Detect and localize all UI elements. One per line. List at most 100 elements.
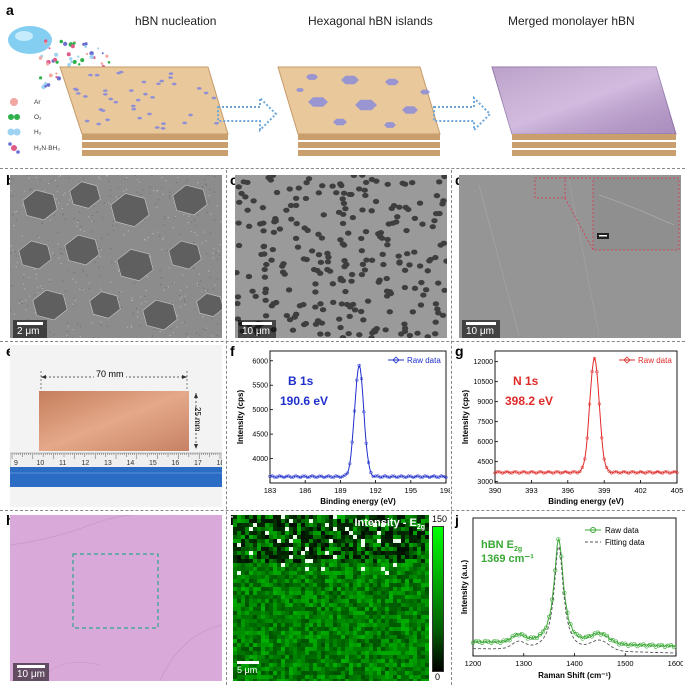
scale-label-h: 10 μm bbox=[17, 669, 45, 680]
y-tick-label: 4000 bbox=[252, 456, 268, 463]
data-point bbox=[284, 474, 289, 478]
data-point bbox=[571, 470, 575, 474]
data-point bbox=[595, 370, 599, 374]
data-point bbox=[601, 632, 607, 637]
scale-bar-d: 10 μm bbox=[462, 320, 500, 338]
data-point bbox=[366, 460, 371, 465]
sem-image-c: 10 μm bbox=[235, 175, 447, 338]
data-point bbox=[623, 641, 628, 646]
data-point bbox=[537, 470, 541, 474]
data-point bbox=[577, 633, 582, 639]
x-tick-label: 195 bbox=[405, 486, 418, 495]
data-point bbox=[575, 471, 580, 475]
data-point bbox=[671, 644, 677, 650]
data-point bbox=[566, 470, 570, 475]
separator bbox=[0, 168, 685, 169]
data-point bbox=[507, 638, 512, 643]
data-point bbox=[439, 474, 443, 478]
data-point bbox=[537, 632, 543, 637]
peak-annotation: 190.6 eV bbox=[280, 394, 328, 408]
data-point bbox=[390, 474, 394, 478]
data-point bbox=[312, 475, 317, 479]
optical-image-h: 10 μm bbox=[10, 515, 222, 681]
data-point bbox=[580, 465, 585, 469]
ruler-number: 9 bbox=[14, 460, 18, 467]
raman-map-region bbox=[72, 553, 159, 629]
peak-title: hBN E2g bbox=[481, 539, 522, 553]
data-point bbox=[647, 643, 652, 648]
data-point bbox=[378, 475, 382, 479]
y-tick-label: 6000 bbox=[477, 439, 493, 446]
data-point bbox=[565, 610, 570, 615]
y-tick-label: 4500 bbox=[477, 459, 493, 466]
data-point bbox=[512, 470, 517, 474]
data-point bbox=[480, 640, 485, 645]
peak-annotation: 1369 cm⁻¹ bbox=[481, 553, 534, 565]
data-point bbox=[501, 638, 506, 643]
data-point bbox=[587, 402, 592, 406]
data-point bbox=[556, 537, 561, 542]
panel-label-i: i bbox=[230, 512, 234, 528]
data-point bbox=[659, 642, 664, 648]
height-label: 25 mm bbox=[193, 407, 202, 432]
data-point bbox=[559, 554, 564, 559]
scale-label-i: 5 μm bbox=[237, 665, 258, 675]
data-point bbox=[513, 632, 518, 637]
legend-ar: Ar bbox=[34, 99, 41, 106]
legend-marker bbox=[623, 356, 631, 364]
scale-label-b: 2 μm bbox=[17, 326, 40, 337]
panel-label-e: e bbox=[6, 343, 14, 359]
legend-o2: O₂ bbox=[34, 114, 42, 121]
data-point bbox=[592, 356, 597, 361]
data-point bbox=[504, 638, 509, 643]
data-point bbox=[554, 470, 558, 474]
xps-n1s-chart: 390 393 396 399 402 405 3000 4500 6000 7500 9000 10… bbox=[461, 350, 683, 506]
data-point bbox=[402, 475, 406, 479]
y-axis-label: Intensity (cps) bbox=[236, 390, 245, 445]
plot-frame bbox=[269, 350, 447, 484]
data-point bbox=[534, 635, 540, 641]
data-point bbox=[665, 643, 670, 648]
x-tick-label: 399 bbox=[598, 486, 611, 495]
data-point bbox=[541, 471, 546, 475]
data-point bbox=[529, 469, 534, 474]
data-point bbox=[301, 474, 305, 478]
data-point bbox=[589, 634, 594, 639]
panel-label-a: a bbox=[6, 2, 14, 18]
data-point bbox=[277, 474, 282, 478]
copper-foil bbox=[39, 391, 189, 451]
data-point bbox=[531, 635, 536, 640]
separator bbox=[0, 341, 685, 342]
data-point bbox=[385, 475, 389, 479]
x-tick-label: 402 bbox=[634, 486, 647, 495]
data-point bbox=[620, 641, 625, 646]
ruler-number: 17 bbox=[194, 460, 202, 467]
data-point bbox=[586, 633, 591, 639]
data-point bbox=[369, 470, 373, 475]
data-point bbox=[547, 614, 552, 619]
blue-ruler bbox=[10, 467, 222, 487]
data-point bbox=[604, 465, 609, 470]
scale-label-c: 10 μm bbox=[242, 326, 270, 337]
data-point bbox=[668, 643, 674, 648]
separator bbox=[451, 170, 452, 685]
y-tick-label: 10500 bbox=[474, 379, 494, 386]
data-point bbox=[632, 642, 637, 647]
panel-label-g: g bbox=[455, 343, 464, 359]
scale-bar-h: 10 μm bbox=[13, 663, 49, 681]
data-point bbox=[629, 642, 634, 647]
y-tick-label: 7500 bbox=[477, 419, 493, 426]
plot-frame bbox=[494, 350, 678, 484]
x-axis-label: Raman Shift (cm⁻¹) bbox=[538, 671, 611, 680]
stage-title-merged: Merged monolayer hBN bbox=[508, 14, 635, 28]
x-tick-label: 198 bbox=[440, 486, 450, 495]
y-tick-label: 9000 bbox=[477, 399, 493, 406]
legend-label: Raw data bbox=[605, 526, 639, 535]
data-point bbox=[268, 474, 272, 479]
data-point bbox=[355, 378, 359, 382]
stage-title-islands: Hexagonal hBN islands bbox=[308, 14, 433, 28]
colorbar-min: 0 bbox=[435, 672, 441, 682]
data-point bbox=[612, 470, 616, 474]
data-point bbox=[322, 475, 326, 480]
y-tick-label: 5000 bbox=[252, 407, 268, 414]
